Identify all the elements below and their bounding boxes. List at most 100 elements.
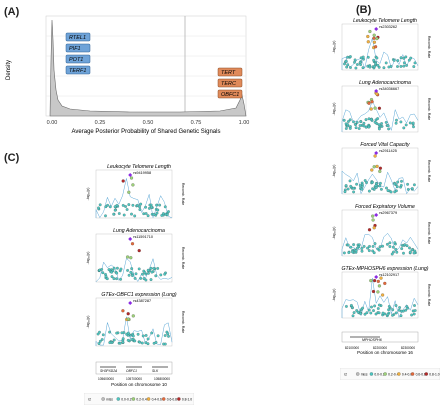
- panel-b-point-low: [346, 243, 350, 247]
- panel-b-point-low: [362, 124, 366, 128]
- panel-b-point-low: [356, 246, 359, 250]
- panel-b-point-low: [395, 185, 399, 189]
- panel-c-ylabel-right-0: Recomb. Rate: [181, 183, 185, 205]
- left-gene-3: TERF1: [69, 68, 86, 74]
- panel-c-point-low: [144, 212, 148, 215]
- panel-b-point-low: [381, 311, 385, 315]
- panel-b-point-low: [376, 117, 379, 120]
- panel-b-xtick-0: 82100000: [345, 346, 359, 350]
- panel-c-point-low: [119, 277, 122, 281]
- panel-b-point-low: [377, 123, 381, 127]
- panel-c-point-low: [133, 276, 137, 280]
- panel-b-point-low: [375, 56, 379, 60]
- panel-b-point-low: [358, 124, 362, 127]
- panel-b-point-low: [345, 65, 349, 69]
- panel-c-point-low: [116, 266, 119, 270]
- panel-b-point-low: [408, 250, 412, 254]
- panel-c-point-low: [131, 203, 135, 207]
- panel-c-point-low: [163, 334, 167, 337]
- panel-b-point-high: [375, 164, 379, 168]
- legend-c-label-3: 0.2-0.4: [136, 398, 146, 402]
- panel-c-legend: r2 miss 0.0-0.2 0.2-0.4 0.4-0.6 0.6-0.8 0.8-1.…: [84, 393, 194, 405]
- right-gene-0: TERT: [221, 70, 236, 76]
- panel-c-point-low: [136, 332, 140, 336]
- panel-c-point-low: [146, 337, 150, 341]
- panel-b-point-low: [352, 243, 356, 247]
- legend-b-label-4: 0.4-0.6: [402, 373, 412, 377]
- panel-c-locuszoom: Leukocyte Telomere Length -log₁₀(p) Recomb…: [86, 164, 185, 387]
- panel-b-point-low: [386, 189, 390, 193]
- panel-b-point-low: [410, 313, 413, 317]
- panel-a-density-plot: Density 0.00 0.25 0.50 0.75 1.00 Average…: [6, 15, 250, 135]
- panel-b-point-low: [379, 181, 382, 185]
- legend-b-swatch-1: [356, 372, 360, 376]
- panel-b-point-low: [393, 182, 397, 186]
- legend-c-swatch-1: [101, 397, 105, 401]
- panel-b-ylabel-3: -log₁₀(p): [332, 227, 336, 240]
- panel-b-point-low: [402, 56, 406, 60]
- panel-b-point-low: [392, 59, 396, 62]
- panel-b-snp-label-4: rs12102917: [379, 273, 399, 277]
- panel-b-point-high: [376, 279, 380, 283]
- panel-b-point-low: [373, 65, 376, 68]
- panel-c-point-high: [121, 309, 125, 313]
- legend-c-swatch-4: [146, 397, 151, 401]
- panel-b-point-low: [344, 127, 348, 130]
- panel-c-point-high: [125, 255, 130, 259]
- panel-b-point-low: [352, 311, 356, 315]
- panel-b-point-low: [373, 242, 377, 246]
- panel-b-point-low: [362, 244, 366, 248]
- left-gene-0: RTEL1: [69, 35, 86, 41]
- panel-b-point-high: [371, 214, 375, 218]
- panel-c-point-low: [97, 342, 101, 346]
- panel-b-snp-label-2: rs2911425: [379, 149, 397, 153]
- panel-b-point-high: [380, 293, 385, 297]
- legend-b-label-3: 0.2-0.4: [388, 373, 398, 377]
- panel-c-ylabel-right-1: Recomb. Rate: [181, 247, 185, 269]
- panel-b-recomb-line-4: [341, 278, 419, 319]
- panel-b-point-low: [384, 120, 388, 124]
- panel-b-point-low: [361, 55, 365, 59]
- panel-b-track-title-2: Forced Vital Capacity: [360, 142, 410, 148]
- panel-b-point-low: [374, 62, 377, 66]
- panel-b-point-low: [357, 127, 361, 130]
- panel-b-point-low: [413, 304, 416, 307]
- panel-c-point-low: [144, 333, 148, 337]
- panel-c-gene-label-1: OBFC1: [126, 369, 137, 373]
- panel-c-ylabel-0: -log₁₀(p): [86, 188, 90, 201]
- right-gene-2: OBFC1: [221, 92, 239, 98]
- panel-b-legend: r2 miss 0.0-0.2 0.2-0.4 0.4-0.6 0.6-0.8 0.8-1.…: [340, 368, 440, 380]
- panel-b-point-low: [368, 244, 371, 248]
- panel-b-point-high: [370, 100, 374, 104]
- panel-b-point-low: [410, 248, 414, 252]
- legend-c-label-4: 0.4-0.6: [152, 398, 162, 402]
- panel-b-point-low: [359, 120, 363, 123]
- legend-c-swatch-3: [131, 397, 136, 401]
- panel-b-point-low: [393, 190, 397, 194]
- panel-b-point-low: [378, 245, 382, 249]
- panel-c-point-low: [115, 331, 119, 335]
- panel-b-point-low: [398, 306, 401, 309]
- panel-b-point-low: [407, 58, 411, 62]
- panel-b-point-low: [402, 126, 406, 130]
- panel-c-point-low: [112, 266, 116, 270]
- panel-c-point-low: [98, 330, 101, 334]
- panel-c-point-low: [110, 270, 114, 274]
- panel-b-point-low: [342, 251, 346, 255]
- panel-c-point-low: [113, 208, 117, 212]
- panel-c-lead-snp-1: [128, 237, 133, 241]
- panel-b-point-low: [343, 190, 347, 194]
- panel-b-point-low: [388, 241, 392, 245]
- panel-c-track-frame-0: [95, 169, 173, 219]
- panel-c-ylabel-1: -log₁₀(p): [86, 252, 90, 265]
- panel-b-point-low: [406, 182, 409, 186]
- panel-b-point-low: [349, 184, 353, 188]
- panel-b-point-low: [366, 246, 369, 250]
- panel-b-point-low: [359, 63, 363, 66]
- panel-b-point-high: [372, 40, 377, 44]
- panel-b-point-low: [370, 305, 373, 309]
- panel-a-tick-4: 1.00: [239, 120, 250, 126]
- panel-b-point-low: [371, 187, 374, 191]
- panel-b-point-low: [347, 251, 351, 255]
- legend-c-label-2: 0.0-0.2: [121, 398, 131, 402]
